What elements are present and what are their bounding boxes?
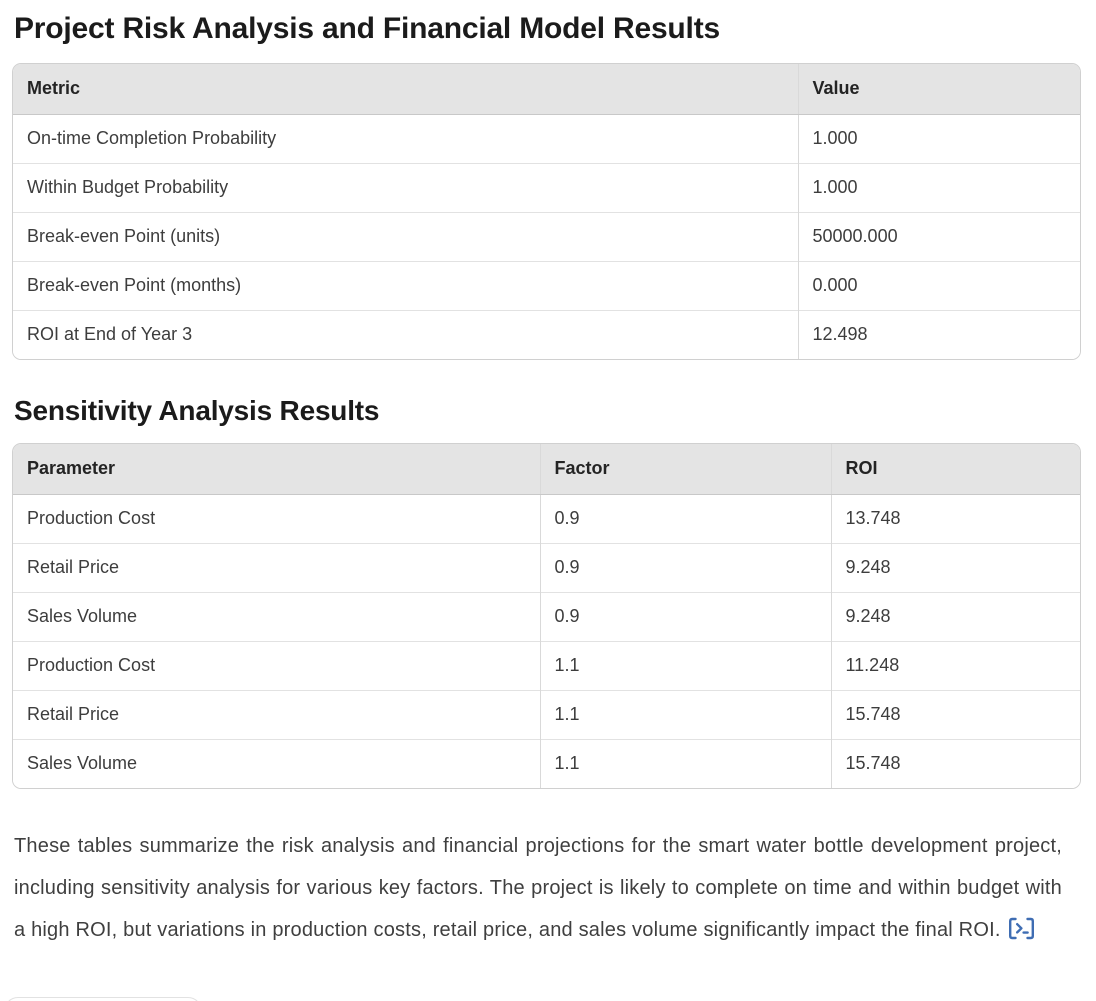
factor-cell: 1.1 bbox=[539, 738, 831, 788]
table-row: Break-even Point (months) 0.000 bbox=[13, 260, 1080, 310]
column-header-metric: Metric bbox=[13, 64, 798, 115]
terminal-code-icon[interactable] bbox=[1008, 917, 1035, 940]
metric-cell: Within Budget Probability bbox=[13, 162, 798, 212]
risk-metrics-table: Metric Value On-time Completion Probabil… bbox=[13, 64, 1080, 359]
factor-cell: 1.1 bbox=[539, 640, 831, 690]
column-header-roi: ROI bbox=[830, 444, 1080, 495]
table-row: Production Cost 0.9 13.748 bbox=[13, 494, 1080, 543]
table-row: On-time Completion Probability 1.000 bbox=[13, 114, 1080, 163]
table-row: Retail Price 1.1 15.748 bbox=[13, 689, 1080, 739]
value-cell: 0.000 bbox=[797, 260, 1080, 310]
page-title-risk-analysis: Project Risk Analysis and Financial Mode… bbox=[14, 12, 720, 45]
metric-cell: Break-even Point (months) bbox=[13, 260, 798, 310]
roi-cell: 15.748 bbox=[830, 689, 1080, 739]
column-header-factor: Factor bbox=[539, 444, 831, 495]
parameter-cell: Sales Volume bbox=[13, 738, 540, 788]
parameter-cell: Production Cost bbox=[13, 640, 540, 690]
table-header-row: Parameter Factor ROI bbox=[13, 444, 1080, 495]
value-cell: 1.000 bbox=[797, 114, 1080, 163]
table-row: Retail Price 0.9 9.248 bbox=[13, 542, 1080, 592]
parameter-cell: Sales Volume bbox=[13, 591, 540, 641]
table-row: Sales Volume 1.1 15.748 bbox=[13, 738, 1080, 788]
table-row: ROI at End of Year 3 12.498 bbox=[13, 309, 1080, 359]
value-cell: 50000.000 bbox=[797, 211, 1080, 261]
risk-metrics-table-container: Metric Value On-time Completion Probabil… bbox=[12, 63, 1081, 360]
factor-cell: 1.1 bbox=[539, 689, 831, 739]
table-row: Break-even Point (units) 50000.000 bbox=[13, 211, 1080, 261]
roi-cell: 9.248 bbox=[830, 542, 1080, 592]
roi-cell: 11.248 bbox=[830, 640, 1080, 690]
factor-cell: 0.9 bbox=[539, 542, 831, 592]
summary-paragraph: These tables summarize the risk analysis… bbox=[14, 825, 1062, 951]
table-row: Within Budget Probability 1.000 bbox=[13, 162, 1080, 212]
roi-cell: 9.248 bbox=[830, 591, 1080, 641]
metric-cell: Break-even Point (units) bbox=[13, 211, 798, 261]
parameter-cell: Production Cost bbox=[13, 494, 540, 543]
table-row: Sales Volume 0.9 9.248 bbox=[13, 591, 1080, 641]
factor-cell: 0.9 bbox=[539, 591, 831, 641]
table-row: Production Cost 1.1 11.248 bbox=[13, 640, 1080, 690]
column-header-parameter: Parameter bbox=[13, 444, 540, 495]
metric-cell: On-time Completion Probability bbox=[13, 114, 798, 163]
table-header-row: Metric Value bbox=[13, 64, 1080, 115]
value-cell: 12.498 bbox=[797, 309, 1080, 359]
roi-cell: 13.748 bbox=[830, 494, 1080, 543]
parameter-cell: Retail Price bbox=[13, 542, 540, 592]
metric-cell: ROI at End of Year 3 bbox=[13, 309, 798, 359]
summary-text: These tables summarize the risk analysis… bbox=[14, 835, 1062, 941]
factor-cell: 0.9 bbox=[539, 494, 831, 543]
sensitivity-table-container: Parameter Factor ROI Production Cost 0.9… bbox=[12, 443, 1081, 789]
column-header-value: Value bbox=[797, 64, 1080, 115]
roi-cell: 15.748 bbox=[830, 738, 1080, 788]
parameter-cell: Retail Price bbox=[13, 689, 540, 739]
sensitivity-table: Parameter Factor ROI Production Cost 0.9… bbox=[13, 444, 1080, 788]
collapsed-action-button[interactable] bbox=[4, 997, 202, 1001]
value-cell: 1.000 bbox=[797, 162, 1080, 212]
page-title-sensitivity-analysis: Sensitivity Analysis Results bbox=[14, 395, 380, 426]
